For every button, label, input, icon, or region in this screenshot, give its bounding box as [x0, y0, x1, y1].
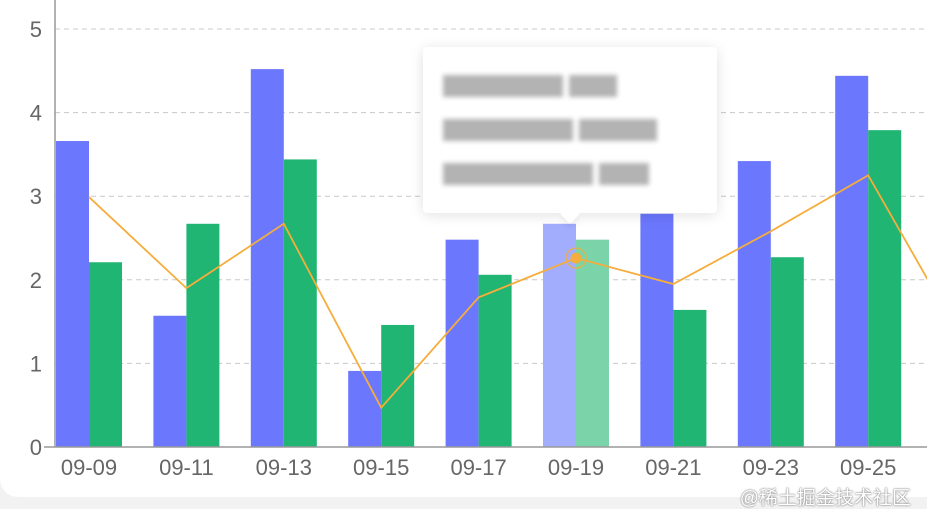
- x-tick-label: 09-19: [548, 455, 604, 480]
- bar-series-1-09-23: [737, 161, 771, 447]
- tooltip-line-blurred: [443, 163, 649, 185]
- x-tick-label: 09-23: [743, 455, 799, 480]
- bar-series-2-09-11: [186, 223, 220, 447]
- x-tick-label: 09-21: [645, 455, 701, 480]
- x-tick-label: 09-13: [256, 455, 312, 480]
- y-tick-label: 3: [30, 184, 42, 209]
- y-tick-label: 1: [30, 351, 42, 376]
- tooltip-line-blurred: [443, 119, 657, 141]
- line-point-highlight: [570, 252, 582, 264]
- chart-tooltip: [423, 47, 717, 213]
- bar-series-2-09-23: [770, 257, 804, 447]
- x-tick-label: 09-11: [159, 455, 214, 480]
- bar-series-1-09-17: [445, 239, 479, 447]
- bar-series-1-09-13: [250, 69, 284, 448]
- watermark: @稀土掘金技术社区: [739, 488, 911, 509]
- x-tick-label: 09-25: [840, 455, 896, 480]
- y-tick-label: 0: [30, 435, 42, 460]
- bar-series-2-09-25: [868, 130, 902, 447]
- line-point-highlight-ring: [565, 247, 587, 269]
- bar-series-1-09-15: [348, 370, 382, 447]
- bar-series-2-09-15: [381, 324, 415, 447]
- bar-series-2-09-13: [283, 159, 317, 447]
- x-tick-label: 09-15: [353, 455, 409, 480]
- bar-series-2-09-19: [576, 239, 609, 447]
- bar-series-1-09-25: [835, 75, 869, 447]
- bar-series-1-09-21: [640, 213, 674, 447]
- y-tick-label: 5: [30, 17, 42, 42]
- y-tick-label: 2: [30, 268, 42, 293]
- x-tick-label: 09-17: [450, 455, 506, 480]
- tooltip-line-blurred: [443, 75, 617, 97]
- y-tick-label: 4: [30, 101, 42, 126]
- x-tick-label: 09-09: [61, 455, 117, 480]
- bar-series-2-09-09: [89, 262, 122, 447]
- bar-series-2-09-17: [478, 274, 512, 447]
- bar-series-1-09-11: [153, 315, 187, 447]
- bar-series-1-09-09: [56, 141, 89, 448]
- line-series-path: [88, 174, 927, 410]
- bar-series-2-09-21: [673, 309, 707, 447]
